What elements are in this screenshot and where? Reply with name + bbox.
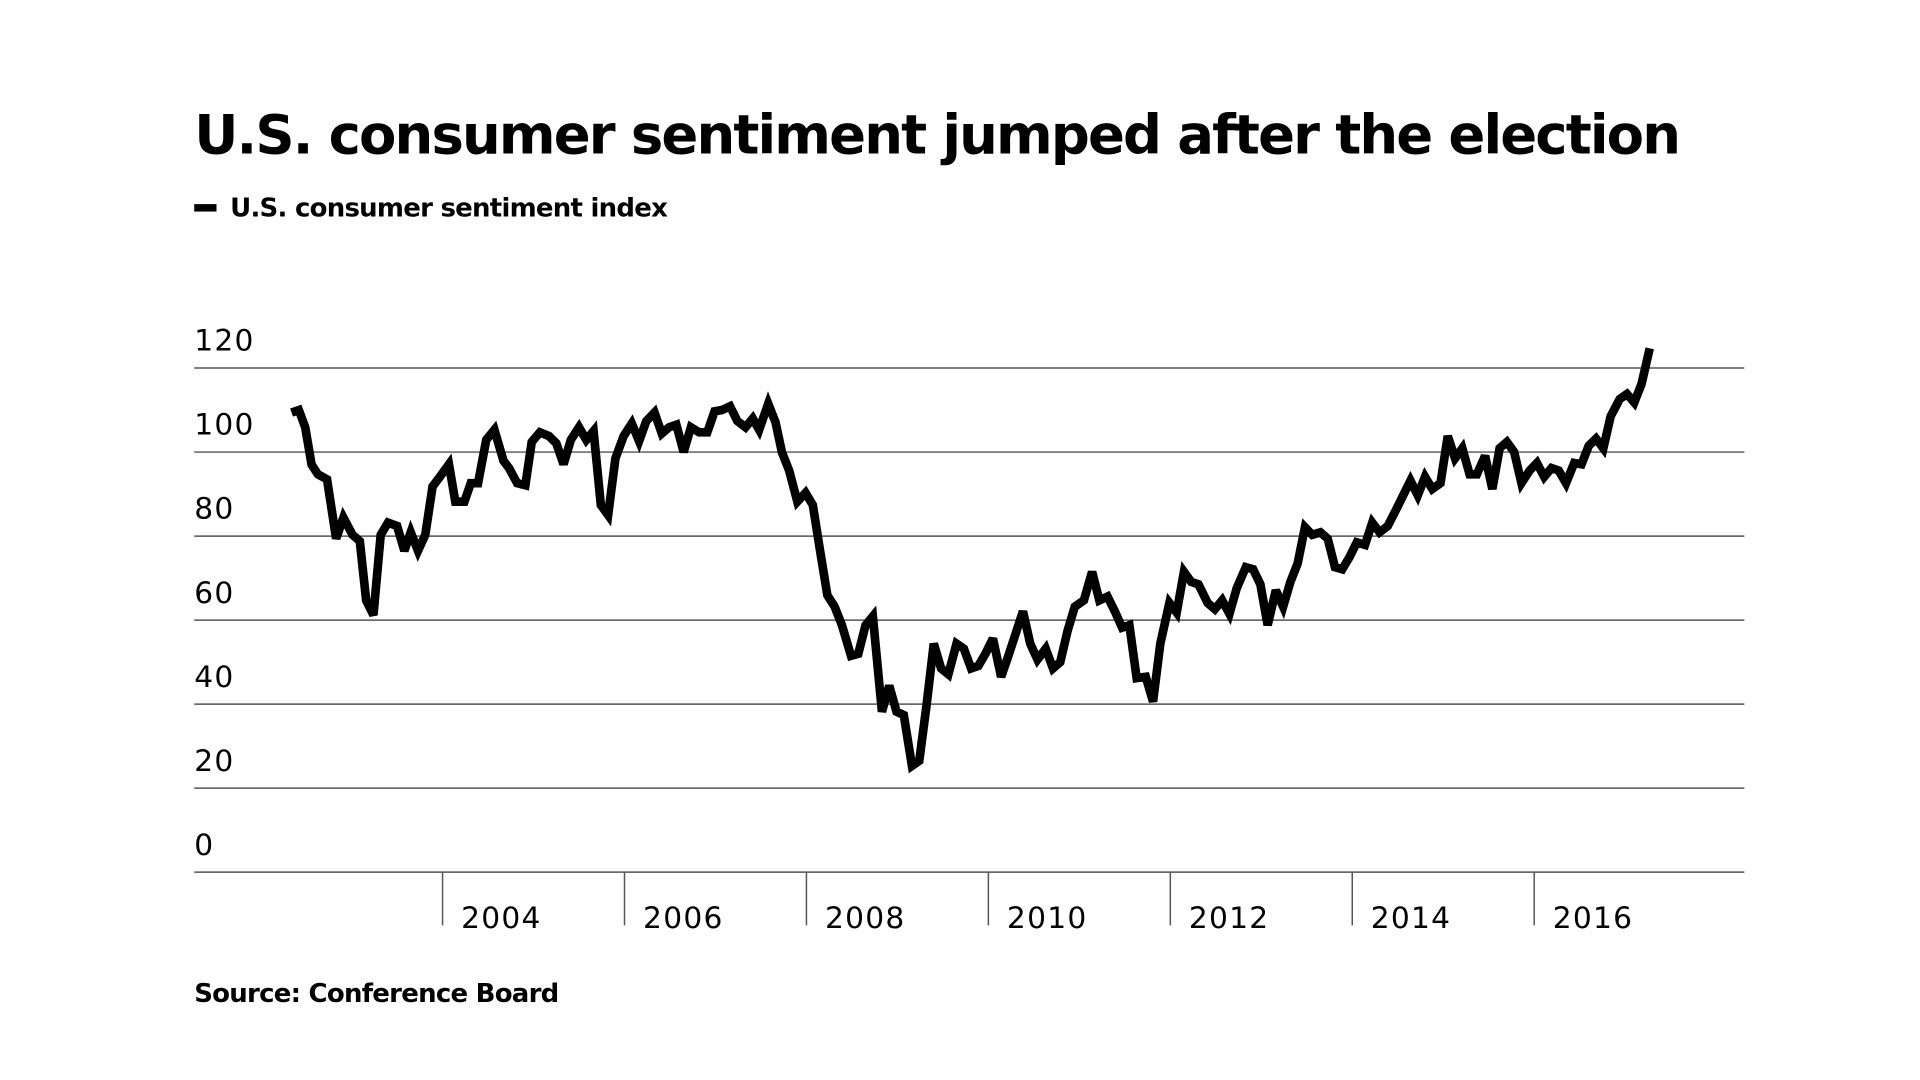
y-tick-label: 100 (194, 408, 254, 443)
x-tick-label: 2006 (643, 901, 724, 936)
y-tick-label: 60 (194, 576, 234, 611)
y-tick-label: 80 (194, 492, 234, 527)
x-tick-label: 2016 (1553, 901, 1634, 936)
legend-label: U.S. consumer sentiment index (230, 193, 668, 223)
chart-title: U.S. consumer sentiment jumped after the… (194, 102, 1679, 166)
x-tick-label: 2012 (1189, 901, 1270, 936)
x-tick-label: 2010 (1007, 901, 1088, 936)
data-line (290, 347, 1654, 774)
x-tick-label: 2008 (825, 901, 906, 936)
source-note: Source: Conference Board (194, 979, 558, 1009)
x-tick-label: 2014 (1371, 901, 1452, 936)
y-tick-label: 40 (194, 660, 234, 695)
x-tick-label: 2004 (461, 901, 542, 936)
legend-swatch (194, 204, 217, 212)
y-tick-label: 20 (194, 744, 234, 779)
y-tick-label: 120 (194, 324, 254, 359)
y-tick-label: 0 (194, 828, 214, 863)
